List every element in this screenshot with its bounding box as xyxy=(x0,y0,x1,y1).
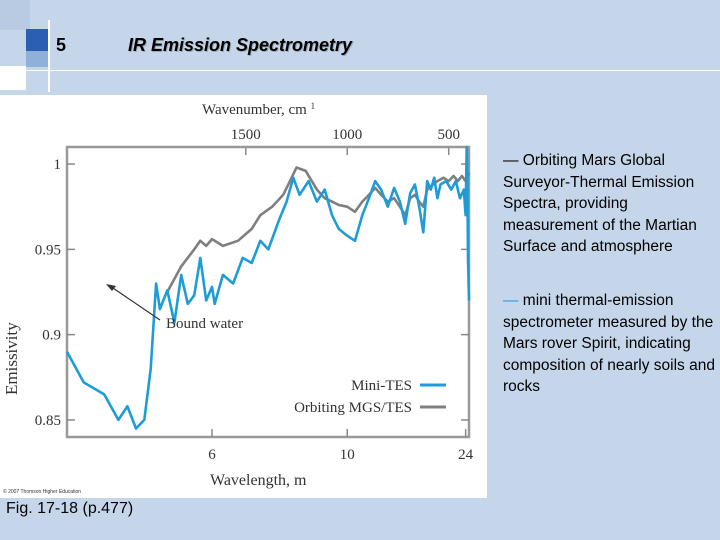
decor-vline xyxy=(48,20,50,92)
x-tick-label: 24 xyxy=(458,447,474,463)
slide-number: 5 xyxy=(56,35,67,55)
figure-caption: Fig. 17-18 (p.477) xyxy=(6,500,134,517)
x-axis-label: Wavelength, m xyxy=(210,472,307,489)
x-tick-label: 10 xyxy=(340,447,355,463)
y-axis-label: Emissivity xyxy=(2,322,21,395)
legend-label-orbiting-mgs-tes: Orbiting MGS/TES xyxy=(294,400,412,416)
figure-panel: Wavenumber, cm 1 1500 1000 500 0.85 0.9 0.95… xyxy=(0,95,487,498)
legend-dash-mgs: — xyxy=(503,152,519,169)
legend-label-mini-tes: Mini-TES xyxy=(351,378,412,394)
description-mini-tes-text: mini thermal-emission spectrometer measu… xyxy=(503,292,715,396)
annotation-bound-water: Bound water xyxy=(106,284,243,332)
series-line-mini-tes xyxy=(65,145,471,430)
decor-square-2 xyxy=(26,29,48,51)
decor-hline xyxy=(0,70,720,71)
y-tick-label: 1 xyxy=(54,157,62,173)
x2-tick-label: 500 xyxy=(437,127,460,143)
slide-title: IR Emission Spectrometry xyxy=(128,35,353,55)
description-mgs: — Orbiting Mars Global Surveyor-Thermal … xyxy=(503,150,715,258)
description-mgs-text: Orbiting Mars Global Surveyor-Thermal Em… xyxy=(503,152,697,256)
legend-dash-mini-tes: — xyxy=(503,292,519,309)
copyright-note: © 2007 Thomson Higher Education xyxy=(3,489,82,495)
y-tick-label: 0.85 xyxy=(35,413,61,429)
x2-axis-label: Wavenumber, cm 1 xyxy=(202,101,315,118)
emission-chart: Wavenumber, cm 1 1500 1000 500 0.85 0.9 0.95… xyxy=(2,101,474,489)
annotation-label: Bound water xyxy=(166,316,243,332)
annotation-arrow xyxy=(109,285,161,321)
decor-square-3 xyxy=(26,51,48,67)
x2-tick-label: 1000 xyxy=(332,127,362,143)
x-tick-label: 6 xyxy=(208,447,216,463)
description-mini-tes: — mini thermal-emission spectrometer mea… xyxy=(503,290,715,398)
series-line-orbiting-mgs-tes xyxy=(166,166,471,293)
decor-square-1 xyxy=(0,0,30,30)
x2-tick-label: 1500 xyxy=(231,127,261,143)
y-tick-label: 0.9 xyxy=(42,328,61,344)
annotation-arrowhead xyxy=(106,284,116,291)
y-tick-label: 0.95 xyxy=(35,242,61,258)
